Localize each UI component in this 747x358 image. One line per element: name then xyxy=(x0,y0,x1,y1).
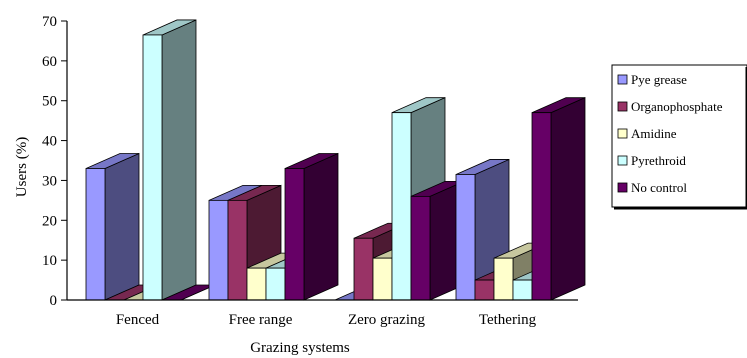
x-tick-label: Free range xyxy=(229,312,293,328)
bar-front xyxy=(284,168,305,301)
labels-layer: Fenced Free range Zero grazing Tethering xyxy=(116,312,537,328)
legend-label: Amidine xyxy=(631,126,677,141)
y-tick-label: 20 xyxy=(42,213,57,229)
y-tick-label: 60 xyxy=(42,54,57,70)
legend-swatch xyxy=(617,128,628,139)
y-tick-label: 70 xyxy=(42,14,57,30)
bar-front xyxy=(410,195,431,301)
bar-front xyxy=(142,34,163,301)
bar-side xyxy=(104,152,140,301)
legend-label: Pyrethroid xyxy=(631,153,686,168)
legend-label: Pye grease xyxy=(631,72,687,87)
legend-swatch xyxy=(617,74,628,85)
x-tick-label: Zero grazing xyxy=(348,312,426,328)
bars-layer xyxy=(85,19,586,301)
x-tick-label: Fenced xyxy=(116,312,160,328)
bar-front xyxy=(493,257,514,301)
bar-front xyxy=(512,279,533,301)
bar-front xyxy=(372,257,393,301)
y-tick-label: 30 xyxy=(42,173,57,189)
bar-side xyxy=(550,97,586,301)
x-axis-label: Grazing systems xyxy=(250,340,350,356)
y-tick-label: 50 xyxy=(42,94,57,110)
legend: Pye grease Organophosphate Amidine Pyrethro… xyxy=(611,64,747,210)
legend-swatch xyxy=(617,101,628,112)
axes-layer: 0 10 20 30 40 50 60 70 xyxy=(42,14,578,309)
bar-front xyxy=(474,279,495,301)
bar-free-range-no-control xyxy=(284,152,339,301)
bar-tethering-no-control xyxy=(531,97,586,301)
y-tick-label: 0 xyxy=(50,293,58,309)
bar-front xyxy=(265,267,286,301)
bar-fenced-pye-grease xyxy=(85,152,140,301)
legend-label: Organophosphate xyxy=(631,99,723,114)
bar-front xyxy=(85,168,106,301)
legend-swatch xyxy=(617,182,628,193)
y-tick-label: 10 xyxy=(42,253,57,269)
y-tick-label: 40 xyxy=(42,134,57,150)
bar-front xyxy=(531,112,552,301)
bar-front xyxy=(208,199,229,301)
legend-frame xyxy=(611,64,747,208)
x-tick-label: Tethering xyxy=(479,312,537,328)
bar-front xyxy=(227,199,248,301)
bar-front xyxy=(353,237,374,301)
legend-swatch xyxy=(617,155,628,166)
bar-front xyxy=(391,112,412,301)
y-axis-label: Users (%) xyxy=(14,137,30,197)
bar-side xyxy=(161,19,197,301)
bar-front xyxy=(246,267,267,301)
bar-front xyxy=(455,174,476,301)
legend-label: No control xyxy=(631,180,687,195)
bar-side xyxy=(303,152,339,301)
bar-fenced-pyrethroid xyxy=(142,19,197,301)
